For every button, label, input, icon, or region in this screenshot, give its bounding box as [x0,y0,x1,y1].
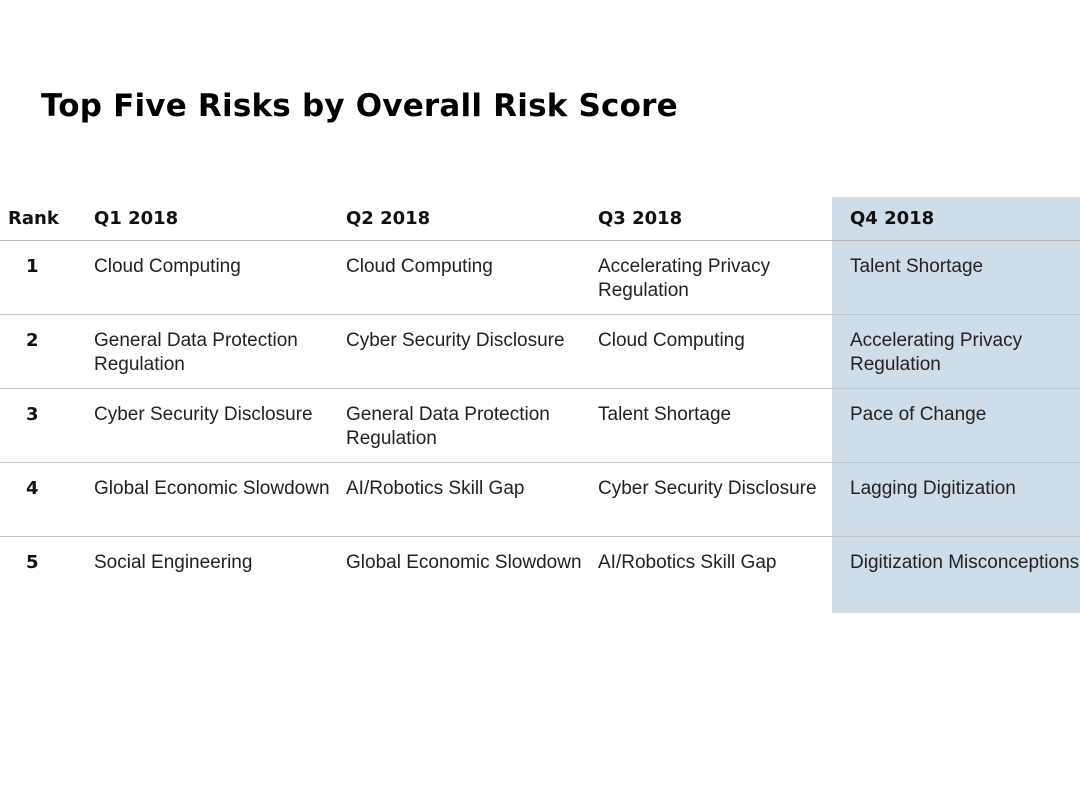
risk-cell-q3: AI/Robotics Skill Gap [598,552,777,573]
risk-cell-q4: Accelerating Privacy Regulation [838,314,1080,389]
rank-cell: 2 [0,314,82,389]
risk-cell-q3: Cloud Computing [586,314,838,389]
table-row: 5 Social Engineering Global Economic Slo… [0,537,1080,611]
risk-cell-q1: Cloud Computing [82,240,334,315]
risk-cell-q2: Cyber Security Disclosure [334,314,586,389]
risk-cell-q1: Cyber Security Disclosure [82,388,334,463]
header-q3-2018: Q3 2018 [586,197,838,241]
risk-cell-q2: General Data Protection Regulation [334,388,586,463]
header-q1-2018: Q1 2018 [82,197,334,241]
risk-cell-q1: Global Economic Slowdown [82,462,334,537]
risk-cell-q1: General Data Protection Regulation [82,314,334,389]
risk-cell-q4: Digitization Misconceptions [850,552,1080,573]
header-rank: Rank [0,197,82,241]
table-row: 1 Cloud Computing Cloud Computing Accele… [0,240,1080,315]
risk-table-container: Rank Q1 2018 Q2 2018 Q3 2018 Q4 2018 1 C… [0,197,1080,613]
rank-cell: 4 [0,462,82,537]
risk-table: Rank Q1 2018 Q2 2018 Q3 2018 Q4 2018 1 C… [0,197,1080,611]
risk-cell-q3: Talent Shortage [586,388,838,463]
rank-cell: 3 [0,388,82,463]
header-q4-2018: Q4 2018 [838,197,1080,241]
table-row: 2 General Data Protection Regulation Cyb… [0,314,1080,389]
risk-cell-q2: Global Economic Slowdown [346,552,582,573]
risk-cell-q4: Pace of Change [838,388,1080,463]
risk-cell-q1: Social Engineering [94,552,253,573]
table-row: 4 Global Economic Slowdown AI/Robotics S… [0,462,1080,537]
table-row: 3 Cyber Security Disclosure General Data… [0,388,1080,463]
rank-cell: 5 [26,552,39,573]
risk-cell-q2: Cloud Computing [334,240,586,315]
risk-cell-q3: Cyber Security Disclosure [586,462,838,537]
rank-cell: 1 [0,240,82,315]
risk-cell-q4: Lagging Digitization [838,462,1080,537]
page-title: Top Five Risks by Overall Risk Score [41,88,678,124]
table-header-row: Rank Q1 2018 Q2 2018 Q3 2018 Q4 2018 [0,197,1080,241]
risk-cell-q2: AI/Robotics Skill Gap [334,462,586,537]
header-q2-2018: Q2 2018 [334,197,586,241]
risk-cell-q3: Accelerating Privacy Regulation [586,240,838,315]
risk-cell-q4: Talent Shortage [838,240,1080,315]
